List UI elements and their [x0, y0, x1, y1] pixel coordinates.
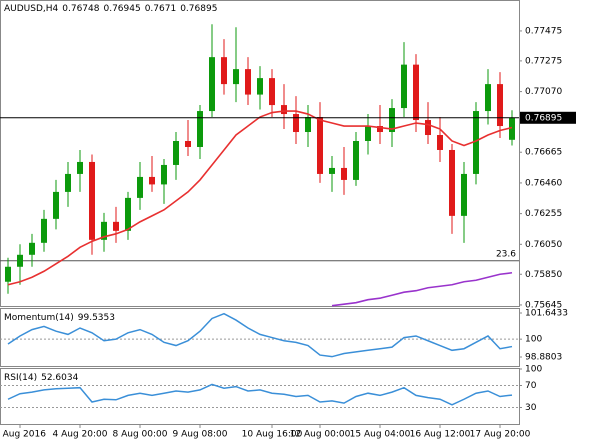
candle-body — [221, 57, 227, 85]
y-tick-label: 0.76460 — [525, 178, 562, 188]
y-tick-label: 100 — [525, 335, 542, 345]
candle-body — [365, 126, 371, 141]
y-tick-label: 98.8803 — [525, 352, 562, 362]
candle-body — [425, 120, 431, 136]
candle-body — [125, 197, 131, 231]
y-tick-label: 0.75645 — [525, 300, 562, 310]
y-tick-label: 0.77070 — [525, 87, 562, 97]
candle-body — [197, 111, 203, 147]
x-tick-label: 9 Aug 08:00 — [173, 430, 228, 440]
candle-body — [449, 149, 455, 216]
fib-label: 23.6 — [496, 249, 516, 259]
candle-body — [461, 173, 467, 216]
y-tick-label: 30 — [525, 403, 537, 413]
indicator-value: 52.6034 — [41, 373, 78, 383]
candle-body — [329, 167, 335, 174]
momentum-panel — [0, 308, 520, 367]
candle-body — [5, 266, 11, 282]
candle-body — [245, 69, 251, 95]
candle-body — [413, 64, 419, 121]
y-tick-label: 0.76255 — [525, 209, 562, 219]
x-tick-label: 10 Aug 16:00 — [242, 430, 303, 440]
candle-body — [341, 167, 347, 180]
y-tick-label: 0.75850 — [525, 270, 562, 280]
candle-body — [173, 140, 179, 165]
indicator-line — [7, 383, 513, 406]
y-tick-label: 0.76050 — [525, 240, 562, 250]
moving-average — [7, 110, 513, 286]
indicator-value: 99.5353 — [78, 313, 115, 323]
moving-average — [331, 271, 513, 307]
indicator-title: Momentum(14) 99.5353 — [4, 313, 115, 323]
price-tag — [520, 111, 576, 124]
candle-body — [29, 242, 35, 255]
indicator-title: RSI(14) 52.6034 — [4, 373, 79, 383]
candle-body — [209, 57, 215, 112]
candle-body — [185, 140, 191, 147]
candle-body — [233, 69, 239, 85]
x-tick-label: 16 Aug 12:00 — [410, 430, 471, 440]
y-tick-label: 100 — [525, 365, 542, 375]
candle-body — [437, 135, 443, 150]
price-tag-label: 0.76895 — [525, 113, 562, 123]
candle-body — [485, 84, 491, 112]
candle-body — [149, 176, 155, 185]
candle-body — [473, 111, 479, 174]
y-tick-label: 0.77475 — [525, 26, 562, 36]
candle-body — [353, 140, 359, 180]
main-panel — [0, 0, 520, 307]
candle-body — [137, 176, 143, 198]
x-tick-label: 15 Aug 04:00 — [350, 430, 411, 440]
x-tick-label: 17 Aug 20:00 — [470, 430, 531, 440]
x-tick-label: 4 Aug 20:00 — [53, 430, 108, 440]
candle-body — [293, 114, 299, 133]
candle-body — [41, 218, 47, 243]
candle-body — [161, 164, 167, 185]
y-tick-label: 0.76665 — [525, 148, 562, 158]
candle-body — [317, 117, 323, 174]
candle-body — [65, 173, 71, 192]
title-ohlc: 0.7671 — [145, 4, 177, 14]
candle-body — [377, 126, 383, 133]
candle-body — [281, 105, 287, 115]
candle-body — [509, 117, 515, 140]
y-tick-label: 0.77275 — [525, 56, 562, 66]
x-tick-label: 12 Aug 00:00 — [290, 430, 351, 440]
candle-body — [17, 254, 23, 267]
x-tick-label: 8 Aug 00:00 — [113, 430, 168, 440]
candle-body — [113, 221, 119, 231]
candle-body — [101, 221, 107, 240]
title-ohlc: 0.76895 — [180, 4, 217, 14]
rsi-panel — [0, 368, 520, 425]
candle-body — [305, 117, 311, 133]
indicator-name: RSI(14) — [4, 373, 37, 383]
title-ohlc: 0.76748 — [62, 4, 99, 14]
x-tick-label: 3 Aug 2016 — [0, 430, 46, 440]
y-tick-label: 70 — [525, 381, 537, 391]
candle-body — [401, 64, 407, 109]
candle-body — [497, 84, 503, 127]
candle-body — [77, 161, 83, 174]
candle-body — [389, 108, 395, 133]
title-ohlc: 0.76945 — [103, 4, 140, 14]
candle-body — [257, 78, 263, 95]
indicator-line — [7, 312, 513, 358]
indicator-name: Momentum(14) — [4, 313, 74, 323]
candle-body — [89, 161, 95, 240]
chart-title: AUDUSD,H4 0.76748 0.76945 0.7671 0.76895 — [4, 4, 217, 14]
y-tick-label: 101.6433 — [525, 309, 568, 319]
candle-body — [53, 191, 59, 219]
candle-body — [269, 78, 275, 106]
title-symbol: AUDUSD,H4 — [4, 4, 59, 14]
